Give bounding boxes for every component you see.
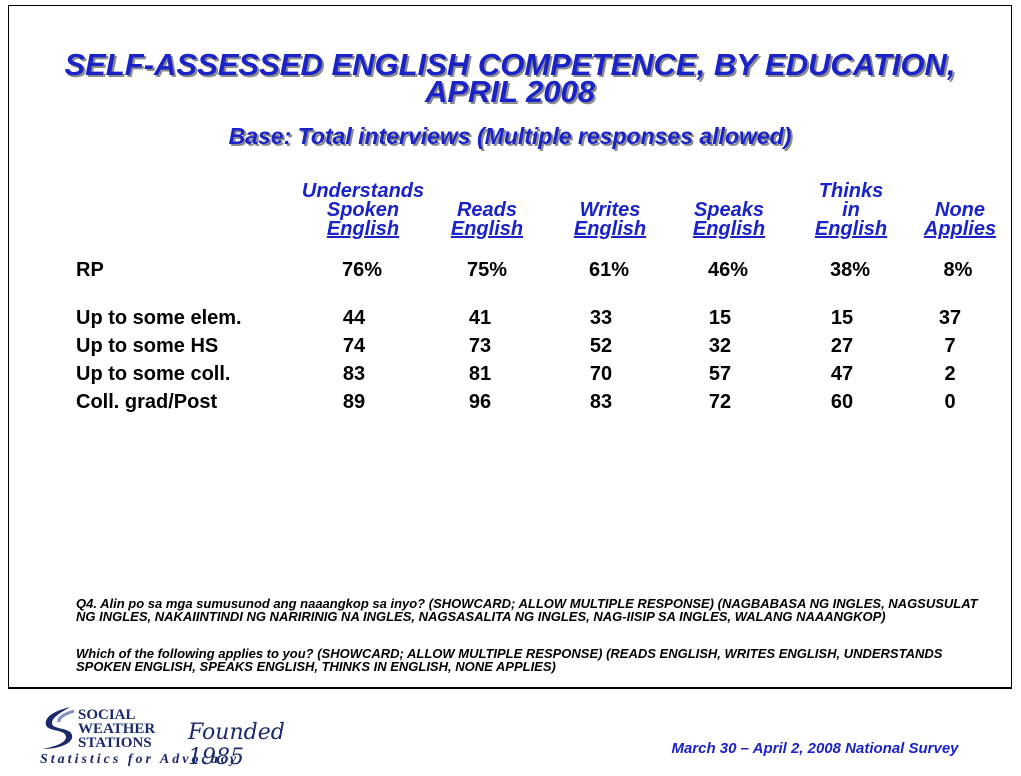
col-header-understands: Understands Spoken English <box>298 180 428 240</box>
cell-value: 83 <box>342 363 366 385</box>
cell-value: 74 <box>342 335 366 357</box>
cell-value: 89 <box>342 391 366 413</box>
cell-value: 33 <box>589 307 613 329</box>
cell-value: 32 <box>708 335 732 357</box>
title-line-1: SELF-ASSESSED ENGLISH COMPETENCE, BY EDU… <box>64 47 956 82</box>
row-label: Up to some elem. <box>76 307 242 329</box>
table-row: Coll. grad/Post 89 96 83 72 60 0 <box>0 391 1021 415</box>
logo-tagline: Statistics for Advocacy <box>40 752 240 767</box>
survey-date-note: March 30 – April 2, 2008 National Survey <box>671 740 959 757</box>
col-header-line: Spoken <box>326 199 400 221</box>
col-header-thinks: Thinks in English <box>786 180 916 240</box>
col-header-underlined: English <box>573 218 647 240</box>
row-label: Up to some coll. <box>76 363 231 385</box>
table-row: Up to some coll. 83 81 70 57 47 2 <box>0 363 1021 387</box>
row-label: Up to some HS <box>76 335 219 357</box>
cell-value: 8% <box>943 259 973 281</box>
col-header-reads: Reads English <box>422 199 552 240</box>
col-header-line: Speaks <box>693 199 765 221</box>
column-headers: Understands Spoken English Reads English… <box>0 165 1021 239</box>
col-header-line: Writes <box>579 199 641 221</box>
cell-value: 70 <box>589 363 613 385</box>
cell-value: 27 <box>830 335 854 357</box>
cell-value: 75% <box>466 259 508 281</box>
col-header-underlined: Applies <box>923 218 997 240</box>
cell-value: 72 <box>708 391 732 413</box>
cell-value: 96 <box>468 391 492 413</box>
slide-frame <box>8 5 1012 689</box>
cell-value: 61% <box>588 259 630 281</box>
title-line-2: APRIL 2008 <box>424 74 595 109</box>
cell-value: 15 <box>708 307 732 329</box>
slide-subtitle: Base: Total interviews (Multiple respons… <box>228 123 792 149</box>
col-header-line: Reads <box>456 199 518 221</box>
cell-value: 52 <box>589 335 613 357</box>
table-row: Up to some elem. 44 41 33 15 15 37 <box>0 307 1021 331</box>
cell-value: 0 <box>944 391 956 413</box>
col-header-speaks: Speaks English <box>664 199 794 240</box>
cell-value: 47 <box>830 363 854 385</box>
cell-value: 15 <box>830 307 854 329</box>
col-header-underlined: English <box>814 218 888 240</box>
cell-value: 44 <box>342 307 366 329</box>
col-header-line: Thinks <box>818 180 884 202</box>
cell-value: 57 <box>708 363 732 385</box>
cell-value: 7 <box>944 335 956 357</box>
col-header-none: None Applies <box>900 199 1020 240</box>
cell-value: 60 <box>830 391 854 413</box>
slide-title: SELF-ASSESSED ENGLISH COMPETENCE, BY EDU… <box>40 47 980 109</box>
cell-value: 46% <box>707 259 749 281</box>
logo-line: WEATHER <box>78 721 156 737</box>
col-header-line: None <box>935 199 985 221</box>
logo-line: SOCIAL <box>78 707 136 723</box>
logo-founded: Founded 1985 <box>188 720 285 770</box>
swoosh-logo-icon <box>42 707 75 749</box>
row-label: RP <box>76 259 104 281</box>
cell-value: 37 <box>938 307 962 329</box>
row-label: Coll. grad/Post <box>76 391 218 413</box>
logo-line: STATIONS <box>78 735 152 751</box>
cell-value: 81 <box>468 363 492 385</box>
col-header-line: in <box>842 199 860 221</box>
table-row-rp: RP 76% 75% 61% 46% 38% 8% <box>0 259 1021 283</box>
logo-wordmark: SOCIAL WEATHER STATIONS <box>78 707 156 751</box>
col-header-line: Understands <box>301 180 425 202</box>
cell-value: 38% <box>829 259 871 281</box>
col-header-writes: Writes English <box>545 199 675 240</box>
cell-value: 73 <box>468 335 492 357</box>
cell-value: 83 <box>589 391 613 413</box>
question-note-english: Which of the following applies to you? (… <box>76 646 943 674</box>
col-header-underlined: English <box>450 218 524 240</box>
cell-value: 76% <box>341 259 383 281</box>
col-header-underlined: English <box>692 218 766 240</box>
table-row: Up to some HS 74 73 52 32 27 7 <box>0 335 1021 359</box>
cell-value: 41 <box>468 307 492 329</box>
cell-value: 2 <box>944 363 956 385</box>
col-header-underlined: English <box>326 218 400 240</box>
question-note-tagalog: Q4. Alin po sa mga sumusunod ang naaangk… <box>76 596 978 624</box>
sws-logo: SOCIAL WEATHER STATIONS Founded 1985 Sta… <box>40 703 340 771</box>
